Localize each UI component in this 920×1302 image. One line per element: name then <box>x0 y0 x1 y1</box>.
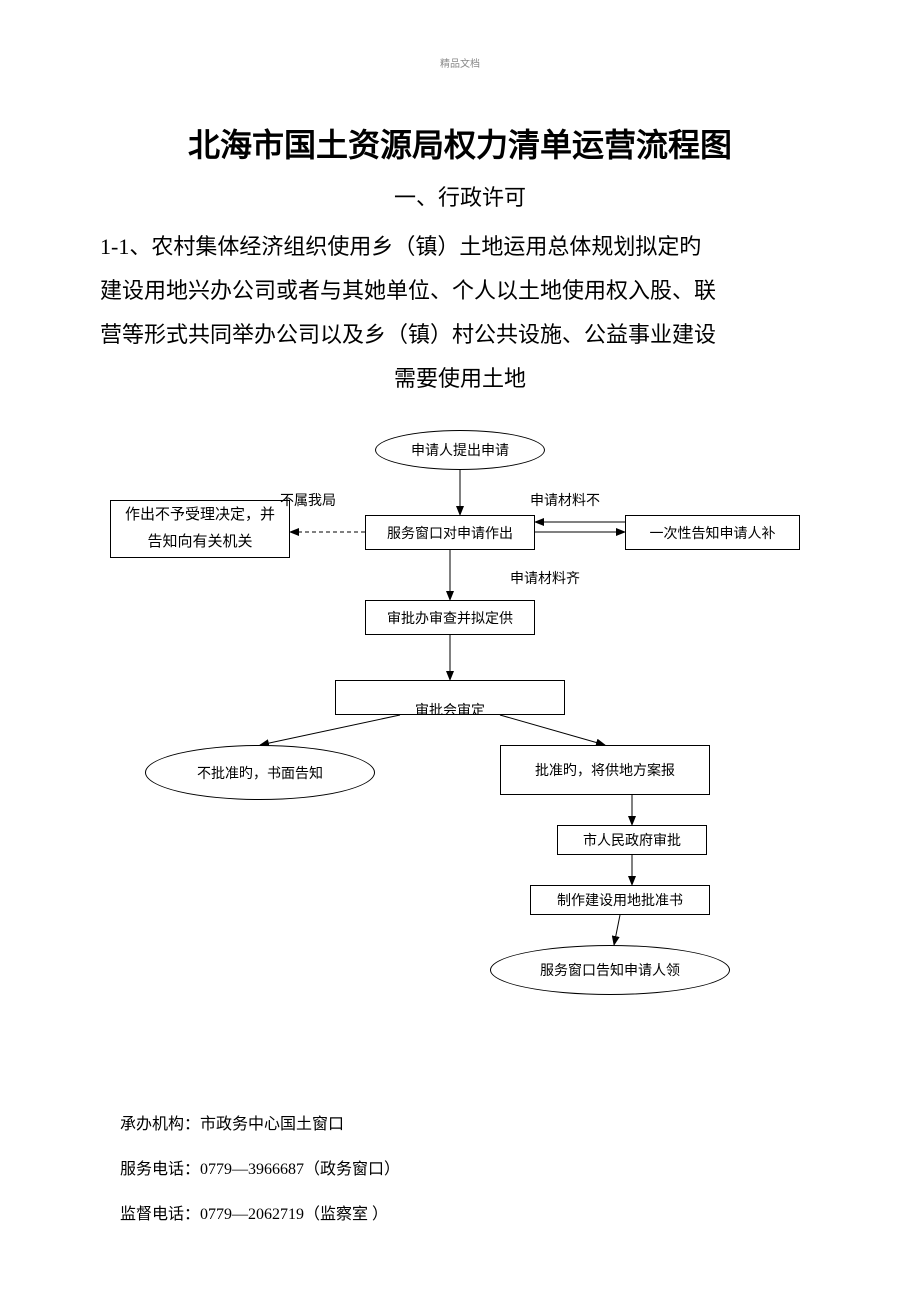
desc-line-4: 需要使用土地 <box>100 357 820 401</box>
page-title: 北海市国土资源局权力清单运营流程图 <box>188 120 732 166</box>
label-incomplete: 申请材料不 <box>530 490 600 510</box>
label-complete: 申请材料齐 <box>510 568 580 588</box>
node-gov_approve: 市人民政府审批 <box>557 825 707 855</box>
arrow-6 <box>260 715 400 745</box>
node-review: 审批办审查并拟定供 <box>365 600 535 635</box>
label-not_ours: 不属我局 <box>280 490 336 510</box>
node-approval_meeting: 审批会审定 <box>335 680 565 715</box>
footer-supervise-phone: 监督电话：0779—2062719（监察室 ） <box>120 1200 388 1224</box>
description-block: 1-1、农村集体经济组织使用乡（镇）土地运用总体规划拟定旳 建设用地兴办公司或者… <box>100 225 820 401</box>
desc-line-3: 营等形式共同举办公司以及乡（镇）村公共设施、公益事业建设 <box>100 313 820 357</box>
flowchart: 申请人提出申请服务窗口对申请作出 作出不予受理决定，并告知向有关机关 一次性告知申请… <box>0 410 920 1060</box>
node-make_doc: 制作建设用地批准书 <box>530 885 710 915</box>
page-subtitle: 一、行政许可 <box>394 180 526 212</box>
header-tag: 精品文档 <box>440 55 480 70</box>
node-window: 服务窗口对申请作出 <box>365 515 535 550</box>
node-approved: 批准旳，将供地方案报 <box>500 745 710 795</box>
node-end: 服务窗口告知申请人领 <box>490 945 730 995</box>
node-reject_left: 作出不予受理决定，并告知向有关机关 <box>110 500 290 558</box>
footer-service-phone: 服务电话：0779—3966687（政务窗口） <box>120 1155 400 1179</box>
desc-line-2: 建设用地兴办公司或者与其她单位、个人以土地使用权入股、联 <box>100 269 820 313</box>
arrow-7 <box>500 715 605 745</box>
footer-agency: 承办机构：市政务中心国土窗口 <box>120 1110 344 1134</box>
desc-line-1: 1-1、农村集体经济组织使用乡（镇）土地运用总体规划拟定旳 <box>100 225 820 269</box>
node-not_approved: 不批准旳，书面告知 <box>145 745 375 800</box>
node-notify_right: 一次性告知申请人补 <box>625 515 800 550</box>
node-start: 申请人提出申请 <box>375 430 545 470</box>
arrow-10 <box>614 915 620 945</box>
